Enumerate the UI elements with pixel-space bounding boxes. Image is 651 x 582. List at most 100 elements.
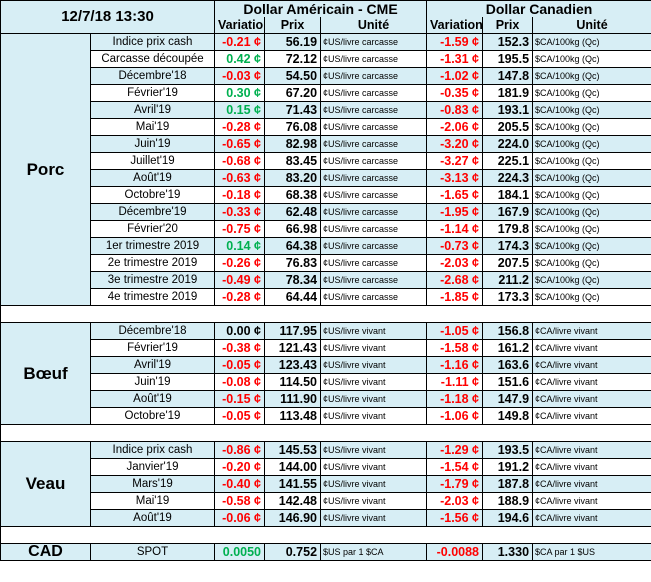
- cad-unit: ¢CA/livre vivant: [532, 390, 651, 408]
- cad-variation: -1.59 ¢: [426, 33, 484, 51]
- usd-variation: -0.38 ¢: [214, 339, 266, 357]
- cad-variation: -1.14 ¢: [426, 220, 484, 238]
- usd-variation: -0.33 ¢: [214, 203, 266, 221]
- cad-variation: -3.20 ¢: [426, 135, 484, 153]
- cad-price: 163.6: [482, 356, 534, 374]
- table-row: 3e trimestre 2019 -0.49 ¢ 78.34 ¢US/livre c…: [1, 271, 651, 289]
- cad-unit: ¢CA/livre vivant: [532, 492, 651, 510]
- cad-variation: -1.54 ¢: [426, 458, 484, 476]
- cad-price: 147.8: [482, 67, 534, 85]
- cad-unit-header: Unité: [532, 17, 651, 34]
- table-row: Février'19 -0.38 ¢ 121.43 ¢US/livre vivant -…: [1, 339, 651, 357]
- cad-price-header: Prix: [482, 17, 534, 34]
- usd-price: 76.83: [264, 254, 322, 272]
- cad-variation: -1.16 ¢: [426, 356, 484, 374]
- table-row: 1er trimestre 2019 0.14 ¢ 64.38 ¢US/livre c…: [1, 237, 651, 255]
- table-row: Mai'19 -0.58 ¢ 142.48 ¢US/livre vivant -2.03…: [1, 492, 651, 510]
- separator-cell: [0, 424, 651, 442]
- cad-unit: ¢CA/livre vivant: [532, 407, 651, 425]
- cad-price: 207.5: [482, 254, 534, 272]
- contract-label: Mai'19: [89, 118, 216, 136]
- cad-usd-variation: 0.0050: [214, 543, 266, 561]
- table-row: Juin'19 -0.65 ¢ 82.98 ¢US/livre carcasse -3.…: [1, 135, 651, 153]
- cad-unit: ¢CA/livre vivant: [532, 441, 651, 459]
- usd-variation: -0.28 ¢: [214, 118, 266, 136]
- category-veau: Veau: [0, 441, 91, 527]
- usd-group-header: Dollar Américain - CME: [214, 0, 428, 17]
- contract-label: Août'19: [89, 509, 216, 527]
- cad-unit: ¢CA/livre vivant: [532, 356, 651, 374]
- usd-unit: ¢US/livre vivant: [320, 356, 428, 374]
- contract-label: Février'20: [89, 220, 216, 238]
- usd-price: 113.48: [264, 407, 322, 425]
- usd-price: 64.44: [264, 288, 322, 306]
- table-row: Avril'19 0.15 ¢ 71.43 ¢US/livre carcasse -0.…: [1, 101, 651, 119]
- usd-price: 68.38: [264, 186, 322, 204]
- cad-unit: $CA/100kg (Qc): [532, 203, 651, 221]
- cad-variation: -0.83 ¢: [426, 101, 484, 119]
- table-row: Carcasse découpée 0.42 ¢ 72.12 ¢US/livre ca…: [1, 50, 651, 68]
- cad-variation: -1.58 ¢: [426, 339, 484, 357]
- cad-price: 152.3: [482, 33, 534, 51]
- cad-variation: -2.68 ¢: [426, 271, 484, 289]
- cad-unit: $CA/100kg (Qc): [532, 288, 651, 306]
- cad-unit: ¢CA/livre vivant: [532, 475, 651, 493]
- usd-variation: -0.05 ¢: [214, 356, 266, 374]
- cad-cad-price: 1.330: [482, 543, 534, 561]
- table-row: Juin'19 -0.08 ¢ 114.50 ¢US/livre vivant -1.1…: [1, 373, 651, 391]
- cad-unit: ¢CA/livre vivant: [532, 458, 651, 476]
- table-row: Juillet'19 -0.68 ¢ 83.45 ¢US/livre carcasse…: [1, 152, 651, 170]
- usd-unit-header: Unité: [320, 17, 428, 34]
- cad-unit: ¢CA/livre vivant: [532, 373, 651, 391]
- usd-variation: 0.14 ¢: [214, 237, 266, 255]
- usd-unit: ¢US/livre vivant: [320, 407, 428, 425]
- usd-unit: ¢US/livre carcasse: [320, 169, 428, 187]
- cad-variation: -1.06 ¢: [426, 407, 484, 425]
- usd-variation: -0.03 ¢: [214, 67, 266, 85]
- cad-unit: $CA/100kg (Qc): [532, 169, 651, 187]
- cad-spot-label: SPOT: [89, 543, 216, 561]
- usd-unit: ¢US/livre carcasse: [320, 237, 428, 255]
- table-body: Porc Indice prix cash -0.21 ¢ 56.19 ¢US/livr…: [0, 33, 651, 561]
- usd-variation: 0.42 ¢: [214, 50, 266, 68]
- usd-unit: ¢US/livre carcasse: [320, 271, 428, 289]
- usd-unit: ¢US/livre carcasse: [320, 135, 428, 153]
- usd-price: 71.43: [264, 101, 322, 119]
- usd-unit: ¢US/livre carcasse: [320, 101, 428, 119]
- contract-label: Février'19: [89, 339, 216, 357]
- cad-unit: $CA/100kg (Qc): [532, 67, 651, 85]
- usd-price: 123.43: [264, 356, 322, 374]
- usd-price: 62.48: [264, 203, 322, 221]
- cad-usd-price: 0.752: [264, 543, 322, 561]
- cad-unit: ¢CA/livre vivant: [532, 322, 651, 340]
- cad-variation: -2.06 ¢: [426, 118, 484, 136]
- usd-variation: -0.28 ¢: [214, 288, 266, 306]
- cad-cad-unit: $CA par 1 $US: [532, 543, 651, 561]
- usd-variation: -0.26 ¢: [214, 254, 266, 272]
- table-row: Octobre'19 -0.18 ¢ 68.38 ¢US/livre carcasse…: [1, 186, 651, 204]
- usd-variation: -0.21 ¢: [214, 33, 266, 51]
- usd-variation: -0.58 ¢: [214, 492, 266, 510]
- separator-row: [0, 526, 651, 544]
- cad-variation: -1.79 ¢: [426, 475, 484, 493]
- usd-unit: ¢US/livre carcasse: [320, 50, 428, 68]
- category-porc: Porc: [0, 33, 91, 306]
- usd-price: 82.98: [264, 135, 322, 153]
- cad-group-header: Dollar Canadien: [426, 0, 651, 17]
- usd-variation-header: Variation: [214, 17, 266, 34]
- usd-price: 114.50: [264, 373, 322, 391]
- table-row: Janvier'19 -0.20 ¢ 144.00 ¢US/livre vivant -…: [1, 458, 651, 476]
- contract-label: Février'19: [89, 84, 216, 102]
- usd-unit: ¢US/livre vivant: [320, 509, 428, 527]
- contract-label: 3e trimestre 2019: [89, 271, 216, 289]
- usd-unit: ¢US/livre carcasse: [320, 33, 428, 51]
- market-prices-table: 12/7/18 13:30 Dollar Américain - CME Dol…: [0, 0, 651, 561]
- cad-price: 167.9: [482, 203, 534, 221]
- usd-price: 145.53: [264, 441, 322, 459]
- usd-price: 146.90: [264, 509, 322, 527]
- cad-unit: $CA/100kg (Qc): [532, 33, 651, 51]
- table-row: Août'19 -0.15 ¢ 111.90 ¢US/livre vivant -1.1…: [1, 390, 651, 408]
- table-row: Août'19 -0.06 ¢ 146.90 ¢US/livre vivant -1.5…: [1, 509, 651, 527]
- cad-price: 188.9: [482, 492, 534, 510]
- contract-label: Août'19: [89, 390, 216, 408]
